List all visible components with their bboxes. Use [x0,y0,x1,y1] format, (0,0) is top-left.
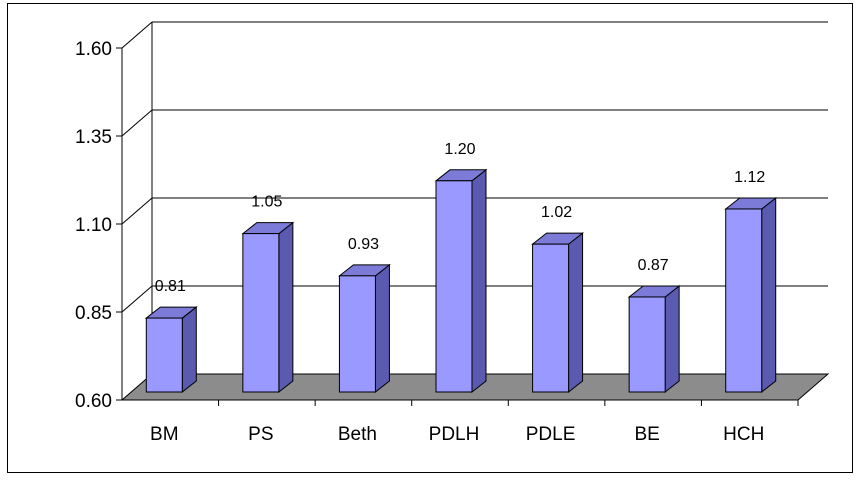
x-tick-label: Beth [338,424,377,445]
x-tick-label: PDLH [429,424,480,445]
bar [725,208,763,393]
data-label: 1.20 [444,141,475,158]
gridline-diagonal [121,21,153,49]
bar-side [471,168,487,394]
y-tick-label: 1.35 [75,127,112,148]
x-tick-label: BE [634,424,659,445]
y-tick-label: 1.60 [75,39,112,60]
x-tick-label: HCH [723,424,764,445]
y-tick-label: 1.10 [75,215,112,236]
bar-side [374,263,390,394]
data-label: 0.81 [155,278,186,295]
x-tick-label: BM [150,424,179,445]
y-tick-label: 0.85 [75,303,112,324]
x-tick-label: PS [248,424,273,445]
gridline-diagonal [121,109,153,137]
bar [628,296,666,393]
data-label: 1.02 [541,204,572,221]
data-label: 1.05 [251,194,282,211]
bar [532,243,570,393]
y-tick-label: 0.60 [75,391,112,412]
data-label: 0.87 [638,257,669,274]
bar [145,317,183,393]
x-tick-label: PDLE [526,424,576,445]
gridline-diagonal [121,285,153,313]
bar [242,233,280,393]
data-label: 1.12 [734,169,765,186]
data-label: 0.93 [348,236,379,253]
bar [435,180,473,393]
bar-side [278,221,294,394]
bar-side [568,232,584,394]
bar-side [761,196,777,394]
bar [338,275,376,393]
gridline-diagonal [121,197,153,225]
bar-side [664,284,680,394]
bar-side [181,306,197,394]
